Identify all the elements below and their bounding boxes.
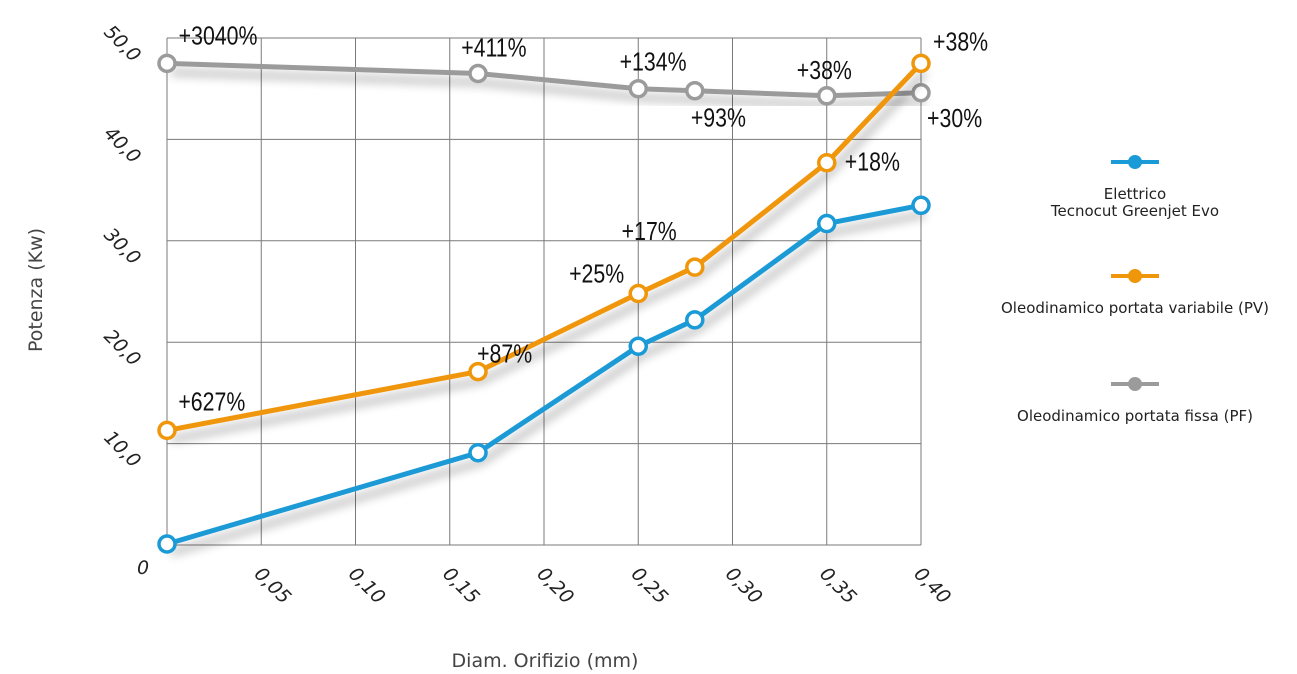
grid [166, 37, 922, 546]
point-2-1 [468, 63, 488, 84]
data-label-1-2: +25% [569, 260, 624, 290]
data-label-1-3: +17% [622, 217, 677, 247]
legend-marker-0 [1128, 155, 1142, 169]
series-line-1 [166, 61, 923, 433]
series-2 [157, 53, 931, 106]
y-tick-label-1: 10,0 [99, 427, 144, 472]
data-label-2-4: +38% [797, 56, 852, 86]
x-tick-label-7: 0,40 [909, 563, 954, 608]
y-axis-ticks: 0 10,0 20,0 30,0 40,0 50,0 [99, 21, 149, 579]
point-0-5 [911, 195, 931, 216]
point-2-4 [817, 86, 837, 106]
x-axis-ticks: 0,05 0,10 0,15 0,20 0,25 0,30 0,35 0,40 [250, 563, 955, 608]
y-tick-label-5: 50,0 [99, 21, 144, 66]
data-label-1-5: +38% [933, 27, 988, 57]
x-tick-label-2: 0,15 [438, 563, 483, 608]
series-line-0 [166, 202, 922, 547]
series-1 [157, 53, 931, 441]
data-labels: +627% +87% +25% +17% +18% +38% +3040% +411% +134… [178, 21, 988, 417]
data-label-1-0: +627% [178, 387, 245, 417]
point-0-1 [468, 442, 488, 463]
point-2-5 [911, 83, 931, 103]
point-0-3 [685, 310, 705, 330]
series-line-2 [166, 60, 922, 99]
point-1-3 [685, 257, 705, 277]
point-1-1 [468, 361, 488, 382]
legend-label-0-0: Elettrico [1104, 185, 1166, 203]
data-label-2-3: +93% [691, 104, 746, 134]
y-tick-label-0: 0 [137, 557, 149, 579]
data-label-2-2: +134% [620, 48, 687, 78]
series-0 [157, 195, 931, 554]
x-tick-label-0: 0,05 [250, 563, 295, 608]
point-0-4 [817, 213, 837, 234]
point-1-5 [911, 53, 931, 74]
x-tick-label-6: 0,35 [815, 563, 860, 608]
point-2-3 [685, 80, 705, 101]
x-axis-label: Diam. Orifizio (mm) [452, 650, 639, 672]
legend-marker-1 [1128, 269, 1142, 283]
point-2-0 [157, 53, 177, 74]
legend-label-2: Oleodinamico portata fissa (PF) [1017, 407, 1253, 425]
legend-marker-2 [1128, 377, 1142, 391]
data-label-2-5: +30% [927, 104, 982, 134]
y-tick-label-4: 40,0 [99, 122, 144, 167]
x-tick-label-5: 0,30 [721, 563, 766, 608]
x-tick-label-1: 0,10 [344, 563, 389, 608]
data-label-1-4: +18% [845, 148, 900, 178]
point-1-4 [817, 152, 837, 173]
point-2-2 [628, 78, 648, 99]
point-1-2 [628, 283, 648, 304]
data-label-1-1: +87% [477, 340, 532, 370]
x-tick-label-4: 0,25 [627, 563, 672, 608]
y-tick-label-2: 20,0 [99, 325, 144, 370]
data-label-2-0: +3040% [179, 21, 258, 51]
point-0-2 [628, 336, 648, 357]
point-0-0 [157, 534, 177, 554]
data-label-2-1: +411% [461, 34, 526, 64]
point-1-0 [157, 420, 177, 441]
y-tick-label-3: 30,0 [99, 224, 144, 269]
legend-label-0-1: Tecnocut Greenjet Evo [1050, 202, 1219, 220]
legend-label-1: Oleodinamico portata variabile (PV) [1001, 299, 1269, 317]
y-axis-label: Potenza (Kw) [25, 228, 47, 352]
series-lines [157, 53, 931, 554]
x-tick-label-3: 0,20 [532, 563, 577, 608]
